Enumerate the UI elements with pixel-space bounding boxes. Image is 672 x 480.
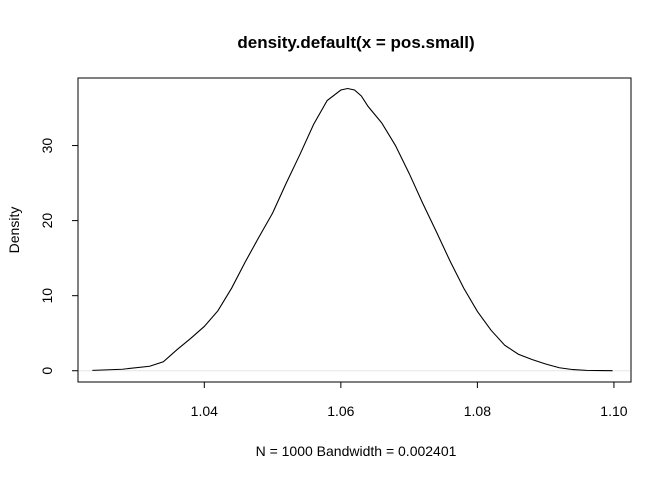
y-tick-label: 10 — [39, 288, 55, 304]
y-tick-label: 20 — [39, 213, 55, 229]
y-axis: 0 10 20 30 — [39, 138, 79, 375]
x-tick-label: 1.10 — [600, 403, 627, 419]
x-tick-label: 1.04 — [191, 403, 218, 419]
x-tick-label: 1.06 — [327, 403, 354, 419]
x-tick-label: 1.08 — [464, 403, 491, 419]
y-axis-label: Density — [6, 207, 22, 254]
density-series-line — [92, 87, 613, 372]
y-tick-label: 30 — [39, 138, 55, 154]
y-tick-label: 0 — [39, 367, 55, 375]
plot-frame — [77, 77, 632, 383]
x-axis: 1.04 1.06 1.08 1.10 — [191, 381, 628, 419]
density-layer — [79, 87, 630, 372]
chart-title: density.default(x = pos.small) — [237, 33, 474, 52]
x-axis-label: N = 1000 Bandwidth = 0.002401 — [256, 443, 457, 459]
